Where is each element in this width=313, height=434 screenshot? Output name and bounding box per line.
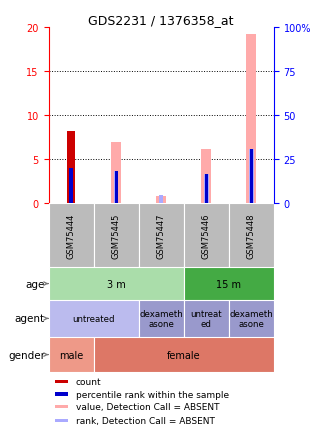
Text: percentile rank within the sample: percentile rank within the sample [75, 390, 229, 398]
Bar [49, 337, 94, 372]
Bar [49, 268, 184, 300]
Text: GSM75447: GSM75447 [157, 213, 166, 258]
Bar [55, 392, 68, 396]
Title: GDS2231 / 1376358_at: GDS2231 / 1376358_at [89, 14, 234, 27]
Text: dexameth
asone: dexameth asone [139, 309, 183, 329]
Text: untreat
ed: untreat ed [190, 309, 222, 329]
Bar [229, 204, 274, 268]
Bar [184, 300, 229, 337]
Text: GSM75444: GSM75444 [67, 213, 75, 258]
Bar [250, 149, 253, 204]
Bar [114, 171, 118, 204]
Bar [139, 204, 184, 268]
Bar [94, 204, 139, 268]
Text: GSM75448: GSM75448 [247, 213, 256, 258]
Text: 3 m: 3 m [107, 279, 126, 289]
Text: rank, Detection Call = ABSENT: rank, Detection Call = ABSENT [75, 416, 214, 425]
Text: value, Detection Call = ABSENT: value, Detection Call = ABSENT [75, 402, 219, 411]
Bar [229, 300, 274, 337]
Text: 15 m: 15 m [216, 279, 241, 289]
Bar [139, 300, 184, 337]
Bar [111, 142, 121, 204]
Bar [55, 405, 68, 408]
Text: untreated: untreated [72, 314, 115, 323]
Text: agent: agent [15, 314, 45, 324]
Bar [49, 204, 94, 268]
Text: count: count [75, 377, 101, 386]
Bar [184, 204, 229, 268]
Bar [201, 149, 211, 204]
Bar [55, 419, 68, 422]
Bar [249, 149, 254, 204]
Text: female: female [167, 350, 201, 360]
Bar [204, 175, 208, 204]
Bar [205, 175, 208, 204]
Bar [55, 380, 68, 383]
Bar [49, 300, 139, 337]
Bar [94, 337, 274, 372]
Text: GSM75445: GSM75445 [112, 213, 121, 258]
Bar [115, 171, 118, 204]
Text: age: age [26, 279, 45, 289]
Text: dexameth
asone: dexameth asone [229, 309, 273, 329]
Bar [246, 35, 256, 204]
Text: GSM75446: GSM75446 [202, 213, 211, 258]
Bar [184, 268, 274, 300]
Bar [69, 168, 73, 204]
Bar [156, 197, 166, 204]
Bar [159, 196, 163, 204]
Text: male: male [59, 350, 83, 360]
Bar [67, 132, 75, 204]
Text: gender: gender [8, 350, 45, 360]
